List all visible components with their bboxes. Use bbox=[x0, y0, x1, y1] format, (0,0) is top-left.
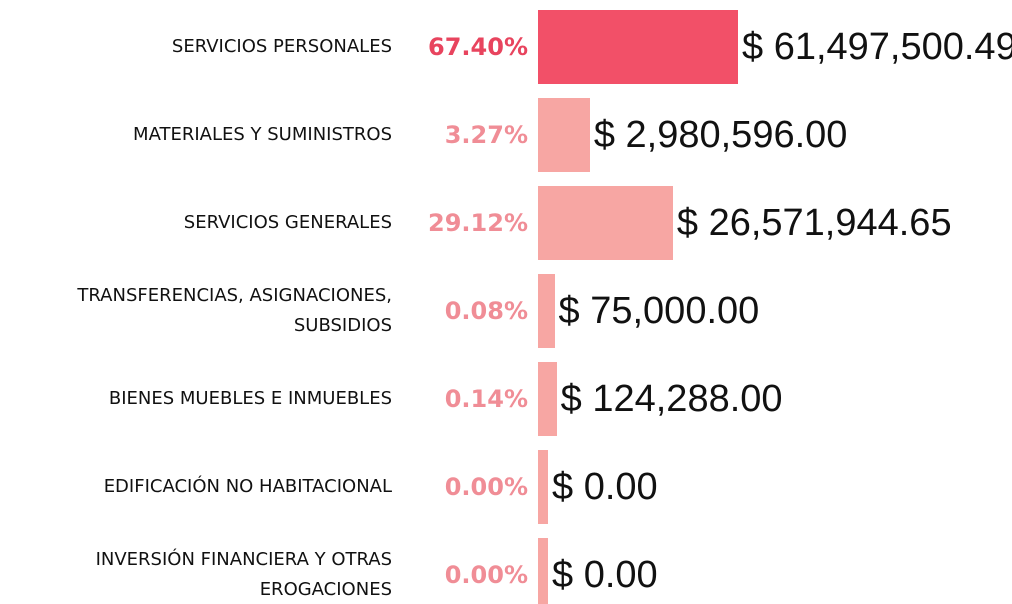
value-label: $ 124,288.00 bbox=[560, 377, 783, 420]
category-label: INVERSIÓN FINANCIERA Y OTRAS EROGACIONES bbox=[0, 538, 392, 604]
category-text: SERVICIOS PERSONALES bbox=[171, 36, 392, 57]
value-label: $ 61,497,500.49 bbox=[742, 25, 1012, 68]
category-text: TRANSFERENCIAS, ASIGNACIONES, SUBSIDIOS bbox=[77, 285, 392, 336]
category-label: MATERIALES Y SUMINISTROS bbox=[0, 98, 392, 172]
bar bbox=[538, 362, 557, 436]
bar bbox=[538, 186, 673, 260]
share-label: 0.00% bbox=[444, 561, 528, 589]
value-label: $ 2,980,596.00 bbox=[593, 113, 848, 156]
category-text: MATERIALES Y SUMINISTROS bbox=[133, 124, 392, 145]
bar bbox=[538, 450, 548, 524]
value-label: $ 0.00 bbox=[552, 553, 658, 596]
share-label: 29.12% bbox=[428, 209, 528, 237]
bar bbox=[538, 98, 590, 172]
bar bbox=[538, 10, 738, 84]
category-label: SERVICIOS PERSONALES bbox=[0, 10, 392, 84]
category-label: EDIFICACIÓN NO HABITACIONAL bbox=[0, 450, 392, 524]
share-label: 0.08% bbox=[444, 297, 528, 325]
category-text: EDIFICACIÓN NO HABITACIONAL bbox=[103, 476, 392, 497]
value-label: $ 75,000.00 bbox=[558, 289, 760, 332]
category-label: SERVICIOS GENERALES bbox=[0, 186, 392, 260]
category-text: INVERSIÓN FINANCIERA Y OTRAS EROGACIONES bbox=[95, 549, 392, 600]
category-label: BIENES MUEBLES E INMUEBLES bbox=[0, 362, 392, 436]
bar bbox=[538, 538, 548, 604]
share-label: 67.40% bbox=[428, 33, 528, 61]
share-label: 0.14% bbox=[444, 385, 528, 413]
share-label: 0.00% bbox=[444, 473, 528, 501]
value-label: $ 26,571,944.65 bbox=[676, 201, 952, 244]
value-label: $ 0.00 bbox=[552, 465, 658, 508]
category-label: TRANSFERENCIAS, ASIGNACIONES, SUBSIDIOS bbox=[0, 274, 392, 348]
category-text: SERVICIOS GENERALES bbox=[183, 212, 392, 233]
share-label: 3.27% bbox=[444, 121, 528, 149]
category-text: BIENES MUEBLES E INMUEBLES bbox=[108, 388, 392, 409]
bar bbox=[538, 274, 555, 348]
